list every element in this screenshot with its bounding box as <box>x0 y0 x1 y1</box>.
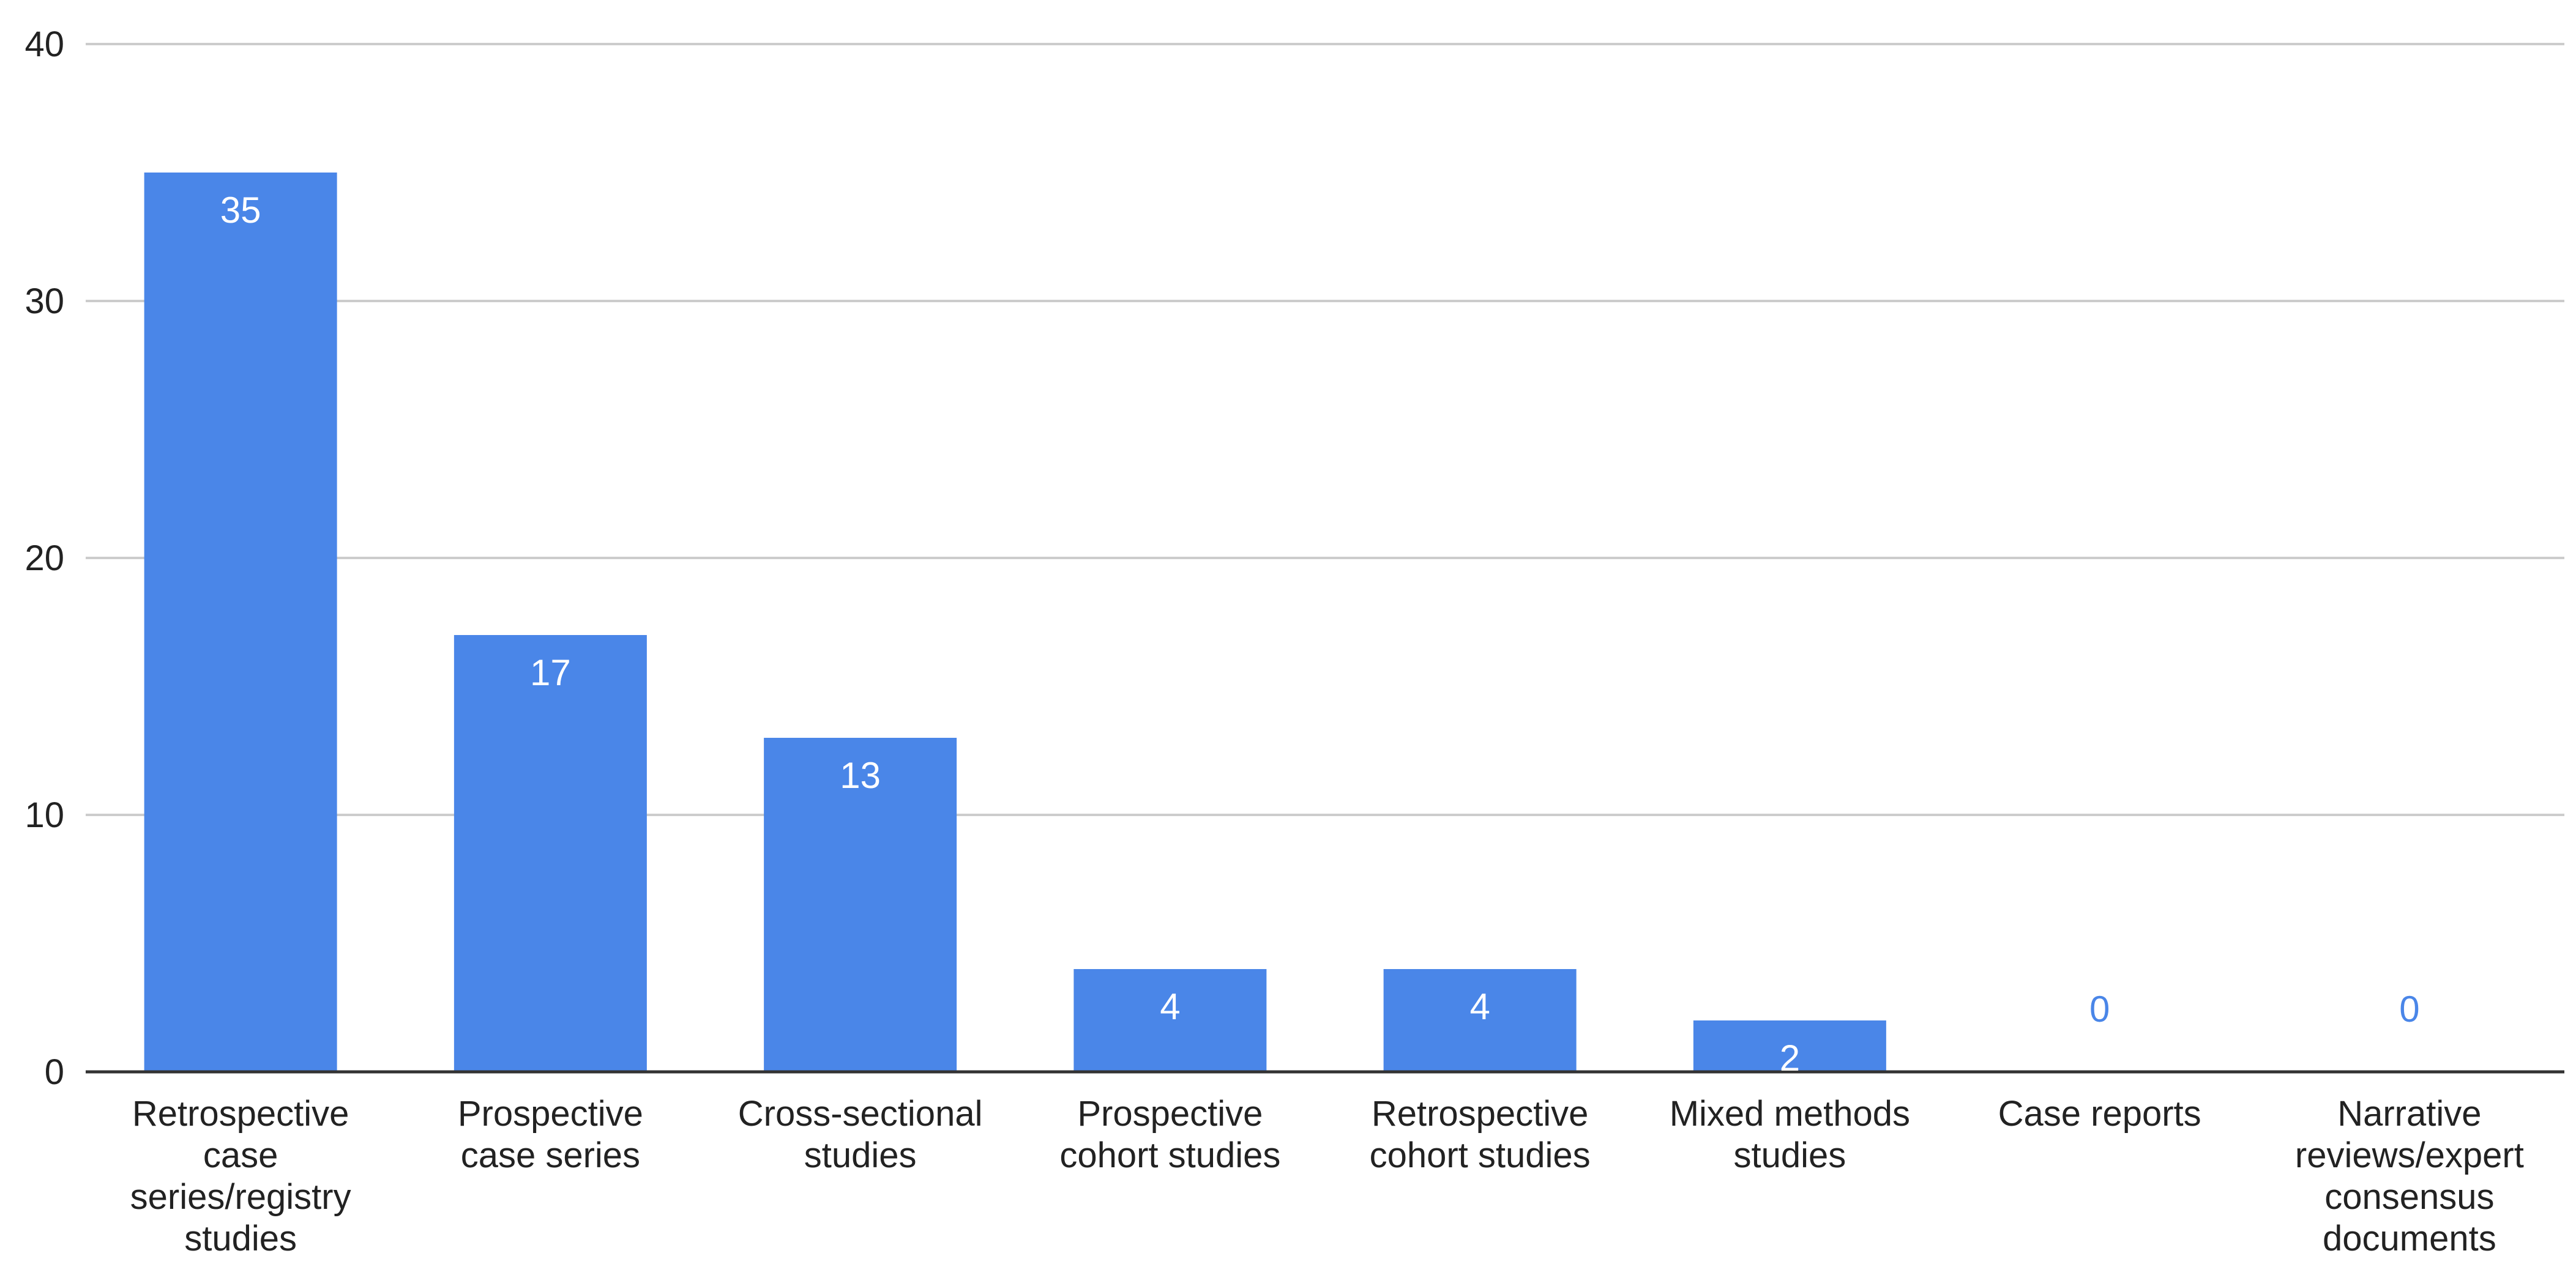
x-axis-category-labels: Retrospective case series/registry studiesP… <box>130 1094 2524 1258</box>
x-category-label-line: Retrospective <box>1372 1094 1589 1134</box>
x-category-label: Prospective case series <box>458 1094 643 1175</box>
bars <box>144 173 1886 1072</box>
data-label: 0 <box>2399 989 2419 1030</box>
x-category-label-line: studies <box>804 1135 917 1175</box>
data-label: 13 <box>840 755 881 796</box>
y-tick-label: 30 <box>24 281 64 321</box>
x-category-label-line: studies <box>184 1219 297 1258</box>
bar <box>454 635 647 1072</box>
data-label: 4 <box>1160 986 1180 1027</box>
x-category-label-line: reviews/expert <box>2295 1135 2524 1175</box>
x-category-label-line: studies <box>1733 1135 1846 1175</box>
data-label: 35 <box>220 190 261 231</box>
y-tick-label: 10 <box>24 795 64 835</box>
bar <box>144 173 337 1072</box>
data-labels: 35 17 13 4 4 2 0 0 <box>220 190 2420 1079</box>
x-category-label-line: Cross-sectional <box>738 1094 983 1134</box>
data-label: 0 <box>2089 989 2110 1030</box>
y-tick-label: 0 <box>45 1052 64 1092</box>
x-category-label: Prospective cohort studies <box>1059 1094 1280 1175</box>
data-label: 2 <box>1780 1038 1800 1079</box>
data-label: 4 <box>1469 986 1490 1027</box>
y-axis-tick-labels: 0 10 20 30 40 <box>24 24 64 1092</box>
x-category-label-line: Narrative <box>2337 1094 2481 1134</box>
data-label: 17 <box>530 652 571 693</box>
x-category-label-line: Prospective <box>458 1094 643 1134</box>
x-category-label: Retrospective case series/registry studies <box>130 1094 351 1258</box>
gridlines <box>86 43 2564 816</box>
x-category-label-line: case series <box>461 1135 640 1175</box>
bar <box>1693 1020 1886 1072</box>
x-category-label-line: series/registry <box>130 1177 351 1217</box>
y-tick-label: 20 <box>24 538 64 578</box>
bar <box>1383 969 1577 1072</box>
y-tick-label: 40 <box>24 24 64 64</box>
x-category-label: Cross-sectional studies <box>738 1094 983 1175</box>
x-category-label-line: Retrospective <box>132 1094 349 1134</box>
x-category-label-line: Prospective <box>1077 1094 1263 1134</box>
x-category-label-line: consensus <box>2324 1177 2494 1217</box>
x-category-label: Narrative reviews/expert consensus document… <box>2295 1094 2524 1258</box>
x-category-label-line: Case reports <box>1998 1094 2201 1134</box>
x-category-label: Retrospective cohort studies <box>1370 1094 1591 1175</box>
x-category-label-line: documents <box>2323 1219 2496 1258</box>
bar <box>764 738 957 1072</box>
x-category-label-line: Mixed methods <box>1670 1094 1910 1134</box>
x-category-label: Case reports <box>1998 1094 2201 1134</box>
x-category-label-line: cohort studies <box>1059 1135 1280 1175</box>
x-category-label-line: case <box>203 1135 278 1175</box>
bar <box>1073 969 1267 1072</box>
x-category-label-line: cohort studies <box>1370 1135 1591 1175</box>
x-category-label: Mixed methods studies <box>1670 1094 1910 1175</box>
